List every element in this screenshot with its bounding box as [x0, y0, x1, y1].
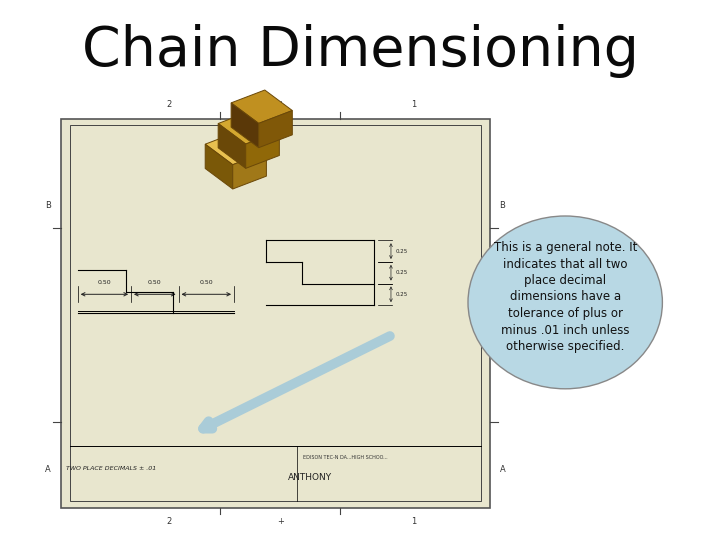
Text: 0.50: 0.50	[199, 280, 213, 285]
Text: B: B	[45, 201, 51, 210]
Text: +: +	[277, 100, 284, 109]
Text: TWO PLACE DECIMALS ± .01: TWO PLACE DECIMALS ± .01	[66, 465, 157, 471]
Text: This is a general note. It
indicates that all two
place decimal
dimensions have : This is a general note. It indicates tha…	[493, 241, 637, 353]
Text: 0.25: 0.25	[396, 292, 408, 297]
Polygon shape	[205, 131, 266, 165]
Polygon shape	[231, 90, 292, 124]
Text: Chain Dimensioning: Chain Dimensioning	[81, 24, 639, 78]
Text: 0.25: 0.25	[396, 248, 408, 254]
Bar	[61, 119, 490, 508]
Text: 0.50: 0.50	[148, 280, 161, 285]
Text: 2: 2	[166, 100, 172, 109]
Text: EDISON TEC-N DA...HIGH SCHOO...: EDISON TEC-N DA...HIGH SCHOO...	[303, 455, 388, 460]
Polygon shape	[246, 131, 279, 168]
Polygon shape	[231, 103, 258, 148]
Text: 2: 2	[166, 517, 172, 526]
Polygon shape	[218, 111, 279, 144]
Polygon shape	[218, 124, 246, 168]
Text: 1: 1	[411, 100, 417, 109]
Bar	[70, 125, 481, 501]
Polygon shape	[205, 144, 233, 189]
Text: A: A	[45, 465, 51, 474]
Polygon shape	[258, 111, 292, 148]
Text: 0.50: 0.50	[98, 280, 111, 285]
Text: A: A	[500, 465, 505, 474]
Text: +: +	[277, 517, 284, 526]
Polygon shape	[233, 152, 266, 189]
Text: B: B	[500, 201, 505, 210]
Text: 1: 1	[411, 517, 417, 526]
Ellipse shape	[468, 216, 662, 389]
Text: 0.25: 0.25	[396, 270, 408, 275]
Text: ANTHONY: ANTHONY	[287, 474, 332, 482]
